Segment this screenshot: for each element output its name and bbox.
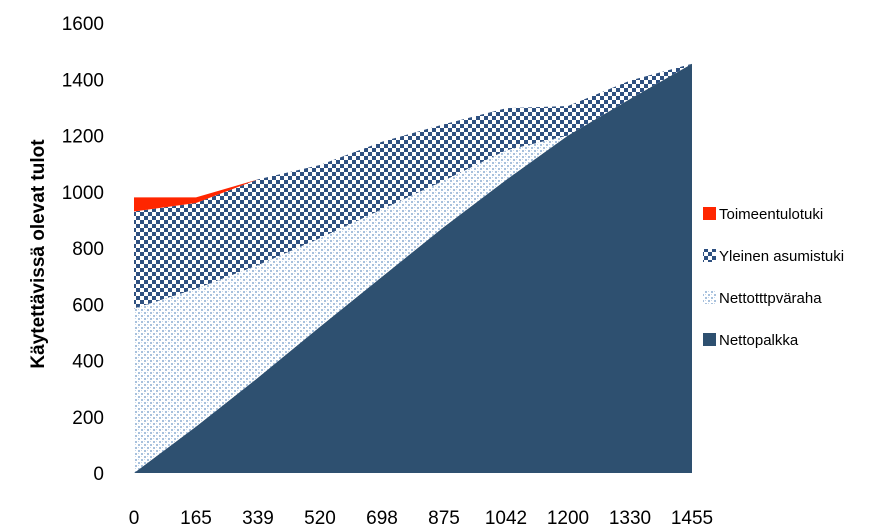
y-tick-label: 0 [93, 464, 104, 485]
legend-swatch [703, 333, 716, 346]
y-tick-label: 200 [72, 408, 104, 429]
legend: Toimeentulotuki Yleinen asumistuki Nettott… [703, 206, 844, 349]
x-tick-label: 875 [428, 508, 460, 528]
x-tick-label: 1455 [671, 508, 713, 528]
x-tick-label: 165 [180, 508, 212, 528]
area-series-group [134, 63, 692, 473]
legend-swatch [703, 249, 716, 262]
x-tick-label: 698 [366, 508, 398, 528]
legend-label: Toimeentulotuki [719, 206, 823, 223]
y-tick-label: 400 [72, 352, 104, 373]
x-tick-label: 1200 [547, 508, 589, 528]
legend-swatch [703, 207, 716, 220]
area-yleinen-asumistuki [134, 63, 692, 309]
x-tick-label: 1042 [485, 508, 527, 528]
x-tick-label: 520 [304, 508, 336, 528]
x-axis-ticks: 0 165 339 520 698 875 1042 1200 1330 1455 [129, 508, 713, 528]
x-tick-label: 1330 [609, 508, 651, 528]
legend-label: Nettotttpväraha [719, 290, 822, 307]
legend-swatch [703, 291, 716, 304]
legend-label: Yleinen asumistuki [719, 248, 844, 265]
y-tick-label: 600 [72, 295, 104, 316]
y-axis-ticks: 0 200 400 600 800 1000 1200 1400 1600 [62, 14, 104, 485]
y-tick-label: 800 [72, 239, 104, 260]
legend-label: Nettopalkka [719, 332, 799, 349]
y-axis-label: Käytettävissä olevat tulot [28, 139, 49, 369]
y-tick-label: 1000 [62, 183, 104, 204]
y-tick-label: 1400 [62, 70, 104, 91]
x-tick-label: 0 [129, 508, 140, 528]
area-nettopalkka [134, 63, 692, 473]
y-tick-label: 1200 [62, 127, 104, 148]
y-tick-label: 1600 [62, 14, 104, 35]
x-tick-label: 339 [242, 508, 274, 528]
